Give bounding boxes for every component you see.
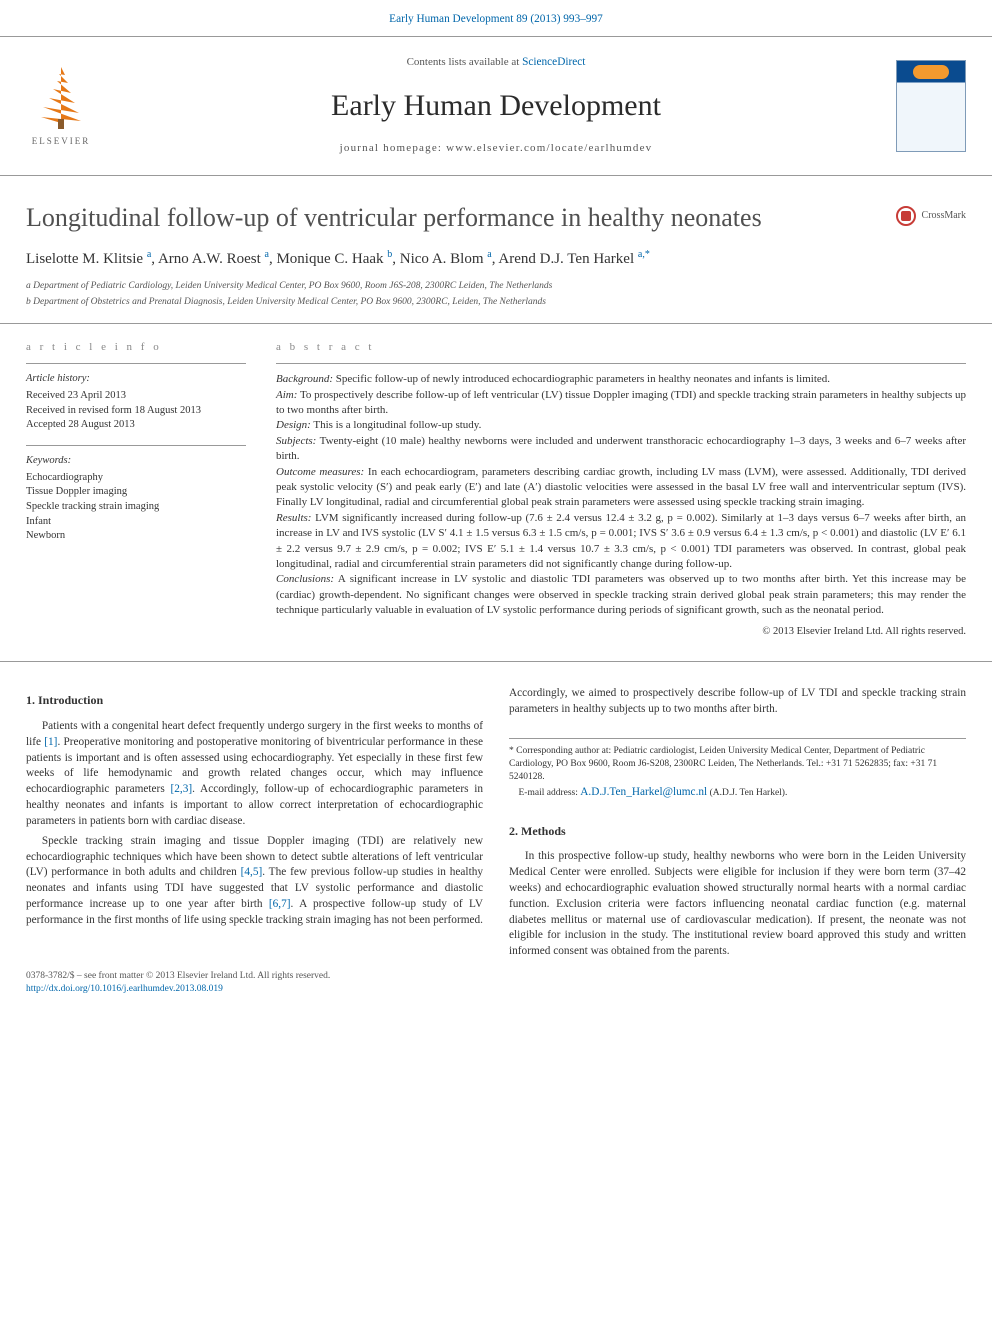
abs-design-label: Design: — [276, 419, 311, 431]
elsevier-tree-icon — [35, 65, 87, 131]
elsevier-logo: ELSEVIER — [26, 56, 96, 156]
keyword-0: Echocardiography — [26, 471, 246, 486]
journal-header-center: Contents lists available at ScienceDirec… — [96, 55, 896, 156]
doi-link[interactable]: http://dx.doi.org/10.1016/j.earlhumdev.2… — [26, 984, 223, 994]
email-label: E-mail address: — [519, 788, 581, 798]
abs-outcome: In each echocardiogram, parameters descr… — [276, 466, 966, 509]
elsevier-wordmark: ELSEVIER — [32, 135, 91, 148]
page-footer: 0378-3782/$ – see front matter © 2013 El… — [0, 960, 992, 1015]
journal-header: ELSEVIER Contents lists available at Sci… — [0, 36, 992, 176]
abs-conclusions-label: Conclusions: — [276, 573, 334, 585]
crossmark-widget[interactable]: CrossMark — [896, 206, 966, 226]
abstract-heading: a b s t r a c t — [276, 340, 966, 355]
corresponding-author-block: * Corresponding author at: Pediatric car… — [509, 738, 966, 801]
issue-citation-link[interactable]: Early Human Development 89 (2013) 993–99… — [389, 13, 603, 25]
cover-badge-icon — [913, 65, 949, 79]
abs-results: LVM significantly increased during follo… — [276, 512, 966, 570]
keyword-1: Tissue Doppler imaging — [26, 485, 246, 500]
corresponding-text: * Corresponding author at: Pediatric car… — [509, 745, 966, 785]
intro-para-1: Patients with a congenital heart defect … — [26, 719, 483, 830]
keyword-3: Infant — [26, 515, 246, 530]
contents-prefix: Contents lists available at — [407, 56, 522, 68]
methods-heading: 2. Methods — [509, 823, 966, 840]
contents-line: Contents lists available at ScienceDirec… — [96, 55, 896, 71]
history-block: Article history: Received 23 April 2013 … — [26, 363, 246, 445]
info-abstract-row: a r t i c l e i n f o Article history: R… — [0, 324, 992, 662]
history-received: Received 23 April 2013 — [26, 389, 246, 404]
article-head: Longitudinal follow-up of ventricular pe… — [0, 176, 992, 324]
abs-subjects-label: Subjects: — [276, 435, 316, 447]
keyword-2: Speckle tracking strain imaging — [26, 500, 246, 515]
ref-67-link[interactable]: [6,7] — [269, 898, 291, 910]
affiliation-b: b Department of Obstetrics and Prenatal … — [26, 296, 896, 309]
corresponding-email-link[interactable]: A.D.J.Ten_Harkel@lumc.nl — [580, 786, 707, 798]
keywords-block: Keywords: Echocardiography Tissue Dopple… — [26, 445, 246, 556]
issn-line: 0378-3782/$ – see front matter © 2013 El… — [26, 970, 966, 983]
journal-name: Early Human Development — [96, 85, 896, 127]
abstract-copyright: © 2013 Elsevier Ireland Ltd. All rights … — [276, 625, 966, 640]
sciencedirect-link[interactable]: ScienceDirect — [522, 56, 585, 68]
journal-cover-thumb — [896, 60, 966, 152]
affiliation-a: a Department of Pediatric Cardiology, Le… — [26, 280, 896, 293]
history-revised: Received in revised form 18 August 2013 — [26, 404, 246, 419]
ref-45-link[interactable]: [4,5] — [241, 866, 263, 878]
abs-background: Specific follow-up of newly introduced e… — [333, 373, 830, 385]
author-list: Liselotte M. Klitsie a, Arno A.W. Roest … — [26, 248, 896, 270]
abs-aim-label: Aim: — [276, 389, 297, 401]
abs-conclusions: A significant increase in LV systolic an… — [276, 573, 966, 616]
abs-design: This is a longitudinal follow-up study. — [311, 419, 482, 431]
history-label: Article history: — [26, 372, 246, 387]
journal-homepage: journal homepage: www.elsevier.com/locat… — [96, 141, 896, 156]
issue-citation: Early Human Development 89 (2013) 993–99… — [0, 0, 992, 36]
crossmark-label: CrossMark — [922, 209, 966, 223]
keyword-4: Newborn — [26, 529, 246, 544]
abs-subjects: Twenty-eight (10 male) healthy newborns … — [276, 435, 966, 462]
email-tail: (A.D.J. Ten Harkel). — [710, 788, 788, 798]
ref-23-link[interactable]: [2,3] — [170, 783, 192, 795]
abstract-col: a b s t r a c t Background: Specific fol… — [276, 340, 966, 651]
keywords-label: Keywords: — [26, 454, 246, 469]
abstract-text: Background: Specific follow-up of newly … — [276, 372, 966, 639]
methods-para-1: In this prospective follow-up study, hea… — [509, 849, 966, 960]
ref-1-link[interactable]: [1] — [44, 736, 57, 748]
abs-aim: To prospectively describe follow-up of l… — [276, 389, 966, 416]
crossmark-icon — [896, 206, 916, 226]
history-accepted: Accepted 28 August 2013 — [26, 418, 246, 433]
introduction-heading: 1. Introduction — [26, 692, 483, 709]
abs-results-label: Results: — [276, 512, 311, 524]
article-body: 1. Introduction Patients with a congenit… — [0, 662, 992, 960]
abs-background-label: Background: — [276, 373, 333, 385]
abs-outcome-label: Outcome measures: — [276, 466, 364, 478]
article-info-heading: a r t i c l e i n f o — [26, 340, 246, 355]
article-info-col: a r t i c l e i n f o Article history: R… — [26, 340, 246, 651]
article-title: Longitudinal follow-up of ventricular pe… — [26, 202, 896, 235]
